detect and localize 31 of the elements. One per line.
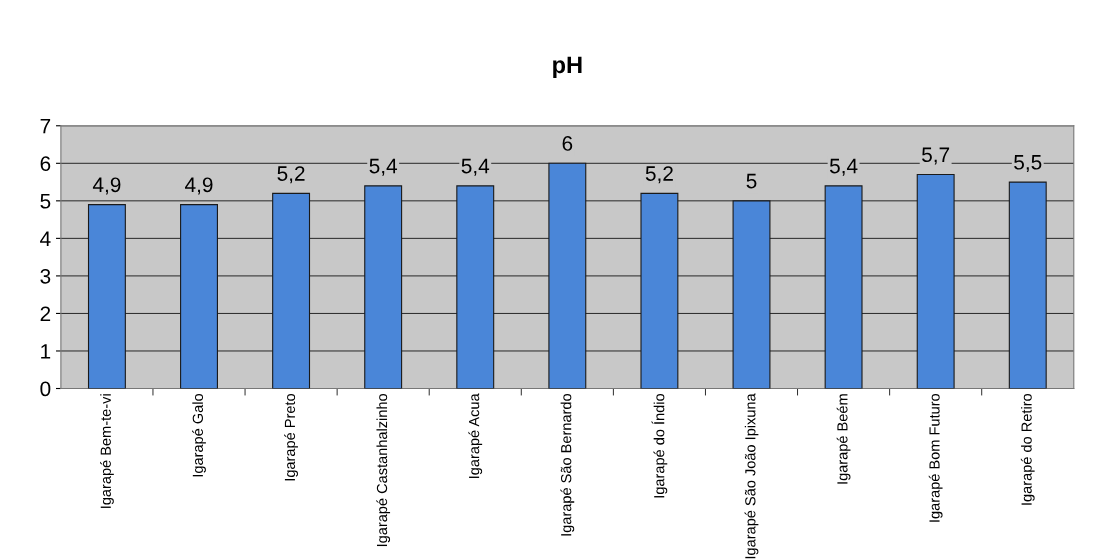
x-tick-label: Igarapé Preto	[284, 393, 298, 481]
x-tick-label: Igarapé Castanhalzinho	[376, 393, 391, 547]
data-label: 5,4	[369, 158, 398, 176]
chart-title: pH	[553, 56, 582, 78]
data-label: 5,4	[829, 158, 858, 176]
x-tick-label: Igarapé Bem-te-vi	[100, 394, 114, 508]
x-tick-label: Igarapé Galo	[192, 393, 206, 477]
data-label: 5,2	[277, 166, 305, 184]
x-tick-label: Igarapé do Retiro	[1020, 393, 1035, 505]
x-tick-label: Igarapé São João Ipixuna	[744, 393, 759, 559]
y-tick-label: 5	[40, 194, 51, 209]
data-label: 6	[562, 136, 573, 151]
data-label: 5,5	[1014, 155, 1042, 173]
y-tick-label: 4	[40, 231, 51, 246]
y-tick-label: 7	[40, 118, 51, 134]
x-tick-label: Igarapé Acua	[468, 393, 483, 478]
data-label: 5,2	[645, 166, 673, 184]
data-label: 4,9	[185, 177, 213, 195]
data-label: 4,9	[92, 177, 121, 195]
x-tick-label: Igarapé do Índio	[651, 393, 668, 498]
x-tick-label: Igarapé Bom Futuro	[928, 393, 943, 522]
y-tick-label: 3	[40, 268, 51, 284]
data-label: 5,7	[922, 147, 950, 165]
data-label: 5,4	[461, 158, 490, 176]
y-tick-label: 1	[41, 344, 51, 359]
y-tick-label: 0	[40, 381, 51, 397]
x-tick-label: Igarapé Beém	[836, 394, 851, 484]
data-label: 5	[746, 173, 757, 189]
y-tick-label: 2	[40, 306, 51, 321]
y-tick-label: 6	[40, 156, 51, 172]
x-tick-label: Igarapé São Bernardo	[560, 393, 575, 536]
